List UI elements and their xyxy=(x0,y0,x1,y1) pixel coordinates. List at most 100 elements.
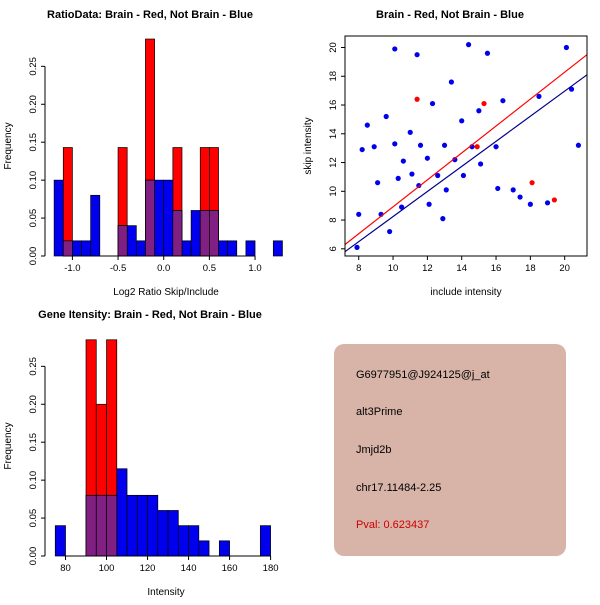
info-panel: G6977951@J924125@j_at alt3Prime Jmjd2b c… xyxy=(300,300,600,600)
not-brain-scatter-point xyxy=(414,52,420,58)
ratio-histogram-panel: RatioData: Brain - Red, Not Brain - Blue… xyxy=(0,0,300,300)
x-tick-label: 100 xyxy=(99,563,115,574)
not-brain-scatter-point xyxy=(568,86,575,92)
not-brain-histogram-bar xyxy=(218,240,228,257)
not-brain-scatter-point xyxy=(371,144,377,150)
x-tick-label: 20 xyxy=(559,263,570,274)
overlap-histogram-bar xyxy=(106,494,118,557)
gene-intensity-histogram-title: Gene Itensity: Brain - Red, Not Brain - … xyxy=(38,309,262,321)
y-tick-label: 0.10 xyxy=(28,471,39,490)
not-brain-histogram-bar xyxy=(53,179,64,257)
not-brain-fit-line xyxy=(344,74,588,253)
x-tick-label: 12 xyxy=(422,263,433,274)
y-tick-label: 6 xyxy=(328,246,339,251)
probe-id-text: G6977951@J924125@j_at xyxy=(356,368,490,381)
not-brain-scatter-point xyxy=(395,175,401,181)
not-brain-scatter-point xyxy=(387,228,393,235)
not-brain-histogram-bar xyxy=(259,525,271,557)
not-brain-scatter-point xyxy=(500,98,506,104)
x-tick-label: 8 xyxy=(356,263,361,274)
x-tick-label: 140 xyxy=(181,563,197,574)
not-brain-scatter-point xyxy=(364,122,370,128)
y-tick-label: 20 xyxy=(328,42,339,53)
y-tick-label: 0.05 xyxy=(28,509,39,528)
event-type-text: alt3Prime xyxy=(356,406,403,419)
not-brain-histogram-bar xyxy=(81,240,92,257)
y-tick-label: 0.15 xyxy=(28,433,39,452)
x-tick-label: 180 xyxy=(263,563,279,574)
x-tick-label: 0.5 xyxy=(203,263,216,274)
not-brain-histogram-bar xyxy=(157,510,169,557)
brain-scatter-point xyxy=(414,96,420,102)
not-brain-histogram-bar xyxy=(198,540,210,557)
not-brain-scatter-point xyxy=(440,216,446,222)
not-brain-scatter-point xyxy=(460,172,467,179)
intensity-scatter-chart: 8 10 12 14 16 18 20 6 8 10 12 14 16 18 20 include inten… xyxy=(303,35,588,298)
location-text: chr17.11484-2.25 xyxy=(356,481,442,494)
not-brain-scatter-point xyxy=(536,93,542,99)
scatter-title: Brain - Red, Not Brain - Blue xyxy=(376,9,524,21)
scatter-panel: Brain - Red, Not Brain - Blue 8 10 12 14 16 1… xyxy=(300,0,600,300)
not-brain-scatter-point xyxy=(575,142,582,148)
y-tick-label: 10 xyxy=(328,186,339,197)
not-brain-scatter-point xyxy=(383,113,389,120)
not-brain-scatter-point xyxy=(435,172,441,179)
not-brain-scatter-point xyxy=(459,118,465,124)
not-brain-scatter-point xyxy=(375,180,381,186)
not-brain-scatter-point xyxy=(392,46,398,52)
y-tick-label: 0.20 xyxy=(28,95,39,114)
x-tick-label: 160 xyxy=(222,563,238,574)
x-tick-label: 16 xyxy=(491,263,502,274)
y-tick-label: 0.25 xyxy=(28,357,39,376)
y-axis-label: skip intensity xyxy=(303,117,314,174)
y-axis-label: Frequency xyxy=(3,122,14,169)
not-brain-scatter-point xyxy=(563,44,570,51)
x-tick-label: 18 xyxy=(525,263,536,274)
not-brain-scatter-point xyxy=(417,142,424,148)
y-tick-label: 18 xyxy=(328,71,339,82)
y-tick-label: 0.15 xyxy=(28,133,39,152)
not-brain-histogram-bar xyxy=(227,240,238,257)
y-tick-label: 0.05 xyxy=(28,209,39,228)
not-brain-scatter-point xyxy=(354,244,360,250)
not-brain-histogram-bar xyxy=(54,525,66,557)
not-brain-scatter-point xyxy=(495,185,501,192)
not-brain-scatter-point xyxy=(476,108,482,114)
not-brain-scatter-point xyxy=(527,201,533,207)
not-brain-histogram-bar xyxy=(72,240,82,257)
gene-intensity-histogram-chart: 80 100 120 140 160 180 0.00 0.05 0.10 0.15 0.20 0.2… xyxy=(3,339,279,598)
not-brain-histogram-bar xyxy=(154,179,165,257)
not-brain-histogram-bar xyxy=(188,525,200,557)
overlap-histogram-bar xyxy=(209,210,219,257)
plot-box xyxy=(344,35,588,257)
not-brain-scatter-point xyxy=(510,187,516,193)
x-tick-label: 120 xyxy=(140,563,156,574)
overlap-histogram-bar xyxy=(145,179,155,257)
not-brain-scatter-point xyxy=(544,200,551,206)
gene-intensity-histogram-panel: Gene Itensity: Brain - Red, Not Brain - … xyxy=(0,300,300,600)
ratio-histogram-chart: -1.0 -0.5 0.0 0.5 1.0 0.00 0.05 0.10 0.15 0.20 0.2… xyxy=(3,38,283,298)
not-brain-histogram-bar xyxy=(181,240,192,257)
y-tick-label: 0.20 xyxy=(28,395,39,414)
not-brain-histogram-bar xyxy=(90,194,101,257)
x-axis-label: Intensity xyxy=(147,587,184,598)
ratio-histogram-title: RatioData: Brain - Red, Not Brain - Blue xyxy=(47,9,253,21)
brain-scatter-point xyxy=(481,100,487,107)
not-brain-histogram-bar xyxy=(135,240,146,257)
not-brain-histogram-bar xyxy=(272,240,283,257)
not-brain-scatter-point xyxy=(356,211,362,217)
y-tick-label: 12 xyxy=(328,157,339,168)
overlap-histogram-bar xyxy=(62,240,73,257)
not-brain-scatter-point xyxy=(441,142,448,148)
not-brain-scatter-point xyxy=(400,158,406,164)
not-brain-scatter-point xyxy=(409,171,415,177)
brain-scatter-point xyxy=(551,197,557,203)
not-brain-histogram-bar xyxy=(126,225,137,257)
not-brain-scatter-point xyxy=(392,141,398,147)
x-tick-label: 10 xyxy=(388,263,399,274)
not-brain-scatter-point xyxy=(416,182,422,189)
x-tick-label: -1.0 xyxy=(64,263,80,274)
not-brain-histogram-bar xyxy=(126,494,138,557)
y-tick-label: 0.10 xyxy=(28,171,39,190)
